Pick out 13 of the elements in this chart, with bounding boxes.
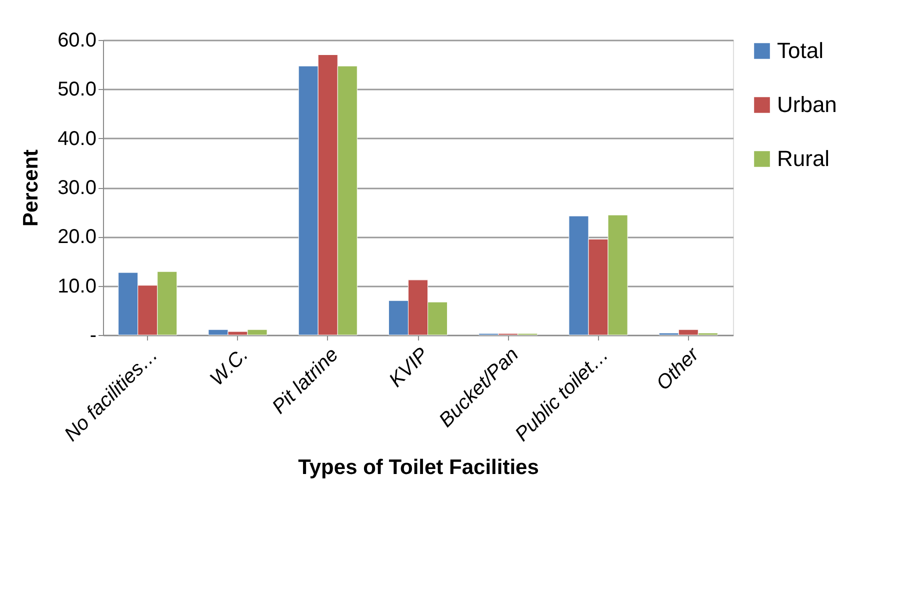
legend-label: Urban [777, 92, 837, 117]
x-axis-title: Types of Toilet Facilities [298, 456, 539, 480]
x-tick-label: W.C. [206, 344, 253, 390]
y-tick-label: - [90, 324, 96, 346]
legend-label: Total [777, 38, 824, 63]
legend-label: Rural [777, 146, 830, 171]
y-tick-label: 60.0 [58, 30, 96, 52]
y-tick-label: 20.0 [58, 226, 96, 248]
y-tick-label: 40.0 [58, 128, 96, 150]
y-tick-label: 10.0 [58, 275, 96, 298]
y-axis-title: Percent [20, 149, 43, 227]
y-tick-label: 30.0 [58, 177, 96, 199]
y-tick-label: 50.0 [58, 78, 96, 101]
